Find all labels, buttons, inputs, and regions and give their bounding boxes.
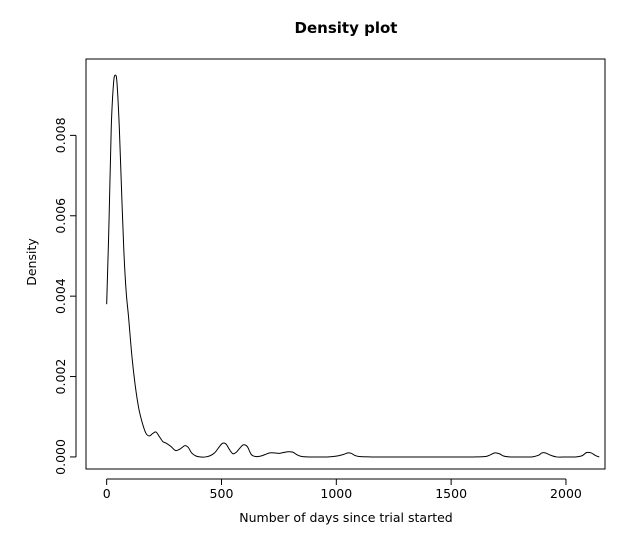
x-axis: 0 500 1000 1500 2000: [103, 478, 582, 501]
y-tick-label: 0.006: [53, 198, 68, 234]
y-axis: 0.000 0.002 0.004 0.006 0.008: [53, 117, 77, 475]
y-tick-label: 0.004: [53, 278, 68, 314]
x-tick-label: 500: [210, 486, 234, 501]
chart-title: Density plot: [295, 19, 398, 37]
x-tick-label: 2000: [550, 486, 582, 501]
plot-frame: [85, 58, 606, 470]
x-tick-label: 0: [103, 486, 111, 501]
y-tick-label: 0.002: [53, 359, 68, 395]
x-axis-label: Number of days since trial started: [239, 510, 453, 525]
y-tick-label: 0.008: [53, 117, 68, 153]
y-tick-label: 0.000: [53, 439, 68, 475]
x-tick-label: 1000: [320, 486, 352, 501]
x-tick-label: 1500: [435, 486, 467, 501]
y-axis-label: Density: [24, 238, 39, 286]
density-curve: [106, 74, 600, 458]
